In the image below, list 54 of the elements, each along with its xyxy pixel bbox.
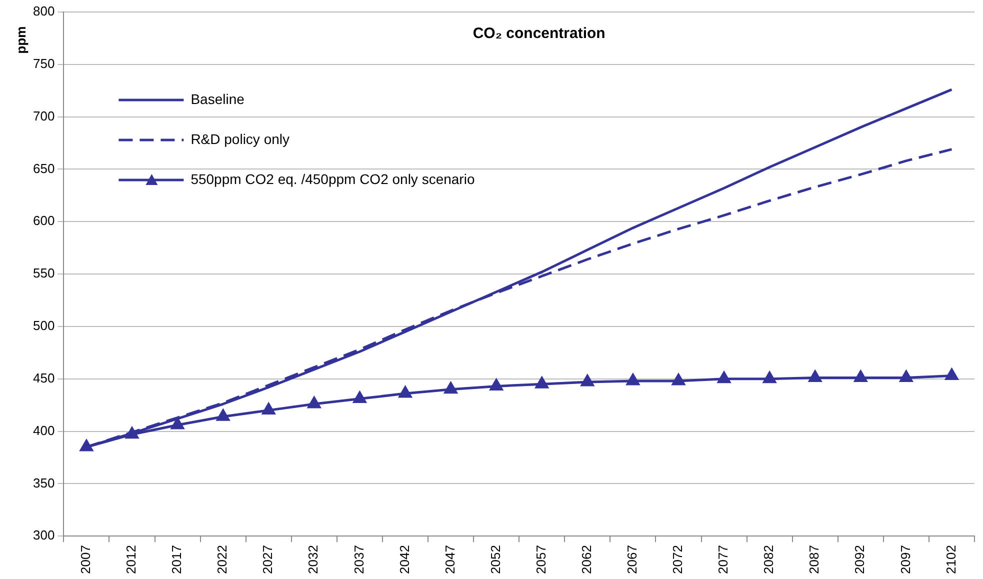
y-tick-label: 500 <box>32 318 55 334</box>
x-tick-label: 2077 <box>716 545 731 574</box>
x-tick-label: 2087 <box>806 545 822 574</box>
point <box>763 372 776 384</box>
x-tick-label: 2032 <box>306 545 321 574</box>
y-tick-label: 650 <box>32 160 55 176</box>
point <box>580 374 594 386</box>
x-tick-label: 2062 <box>578 545 594 574</box>
x-tick-label: 2097 <box>898 545 913 574</box>
x-tick-label: 2027 <box>260 545 276 574</box>
x-tick-label: 2102 <box>943 545 958 574</box>
y-tick-label: 350 <box>32 475 55 490</box>
y-tick-label: 300 <box>32 528 55 543</box>
point <box>80 440 93 452</box>
y-tick-label: 750 <box>32 56 55 71</box>
x-tick-label: 2047 <box>442 545 458 574</box>
x-tick-label: 2082 <box>761 545 776 574</box>
point <box>262 403 276 415</box>
y-tick-label: 400 <box>32 422 55 438</box>
point <box>308 396 321 408</box>
point <box>490 378 503 390</box>
point <box>718 372 730 384</box>
y-tick-label: 550 <box>32 266 55 281</box>
x-tick-label: 2012 <box>124 545 139 574</box>
point <box>945 368 958 380</box>
x-tick-label: 2067 <box>624 545 640 574</box>
x-tick-label: 2007 <box>78 545 94 574</box>
point <box>672 374 685 386</box>
point <box>900 370 913 382</box>
x-tick-label: 2092 <box>852 545 868 574</box>
point <box>626 374 640 386</box>
point <box>444 382 458 394</box>
y-tick-label: 700 <box>32 108 55 124</box>
x-tick-label: 2017 <box>169 545 184 574</box>
y-axis-title: ppm <box>14 26 29 54</box>
x-tick-label: 2072 <box>670 545 686 574</box>
legend-label: R&D policy only <box>190 130 290 147</box>
point <box>808 370 822 382</box>
point <box>398 386 412 398</box>
point <box>216 409 230 421</box>
point <box>854 370 868 382</box>
x-tick-label: 2057 <box>533 545 548 574</box>
y-tick-label: 600 <box>32 213 55 228</box>
legend-label: 550ppm CO2 eq. /450ppm CO2 only scenario <box>190 170 475 187</box>
point <box>535 376 548 388</box>
x-tick-label: 2037 <box>351 545 366 574</box>
legend-label: Baseline <box>190 90 245 107</box>
point <box>353 392 366 404</box>
text: CO₂ concentration <box>472 25 606 42</box>
y-tick-label: 800 <box>32 4 55 19</box>
x-tick-label: 2042 <box>396 545 412 574</box>
y-tick-label: 450 <box>32 370 55 386</box>
x-tick-label: 2052 <box>488 545 503 574</box>
x-tick-label: 2022 <box>214 545 230 574</box>
